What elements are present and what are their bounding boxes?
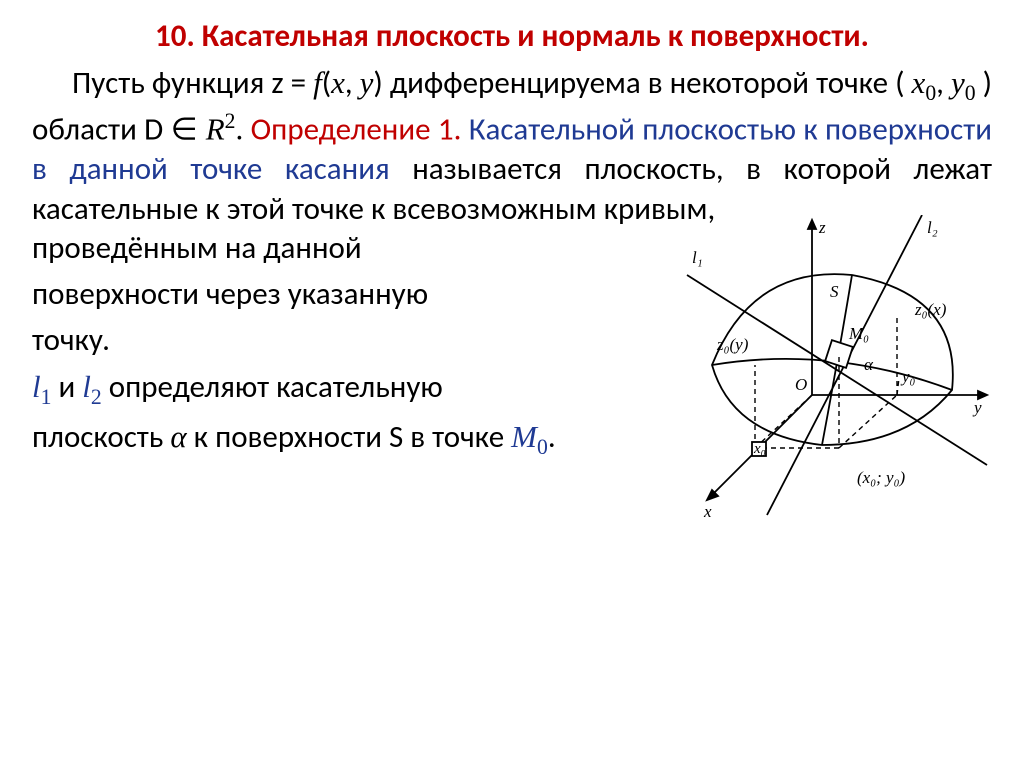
sub-l1: 1 (41, 385, 52, 409)
label-y0: y₀ (900, 367, 916, 386)
label-x0y0: (x₀; y₀) (857, 468, 905, 487)
label-S: S (830, 282, 839, 301)
text-diff: ) дифференцируема в некоторой точке ( (373, 64, 911, 102)
and-word: и (51, 368, 82, 406)
math-l2: l (82, 369, 91, 404)
label-l2: l₂ (927, 218, 938, 237)
paren-open: ( (322, 64, 331, 102)
math-y: y (360, 65, 374, 100)
math-y0: y (951, 65, 965, 100)
label-y: y (972, 398, 982, 417)
last-a: плоскость (32, 418, 170, 456)
sup-2: 2 (225, 109, 236, 133)
comma-2: , (936, 64, 951, 102)
math-l1: l (32, 369, 41, 404)
text-intro: Пусть функция z = (72, 64, 313, 102)
main-content: Пусть функция z = f(x, y) дифференцируем… (32, 63, 992, 525)
label-O: O (795, 375, 807, 394)
math-f: f (313, 65, 322, 100)
label-x0: x₀ (753, 441, 766, 457)
label-z: z (818, 218, 826, 237)
elem-of: ∈ (171, 111, 198, 146)
dot-1: . (235, 110, 250, 148)
definition-label: Определение 1. (251, 110, 469, 148)
page-title: 10. Касательная плоскость и нормаль к по… (32, 18, 992, 55)
label-M0: M₀ (848, 324, 869, 343)
label-x: x (703, 502, 712, 521)
l-rest: определяют касательную (102, 368, 443, 406)
label-alpha: α (864, 355, 874, 374)
math-R: R (198, 111, 225, 146)
math-alpha: α (170, 419, 186, 454)
z-arrow (808, 220, 816, 229)
sub-0a: 0 (925, 81, 936, 105)
dash-y0 (897, 378, 899, 395)
tangent-diagram-svg: z l₁ l₂ S z₀(x) z₀(y) M₀ α y₀ O y x₀ (x₀… (652, 215, 992, 525)
math-x0: x (912, 65, 926, 100)
math-x: x (331, 65, 345, 100)
comma-1: , (345, 64, 360, 102)
sub-M0: 0 (537, 436, 548, 460)
last-dot: . (548, 418, 556, 456)
text-flow: z l₁ l₂ S z₀(x) z₀(y) M₀ α y₀ O y x₀ (x₀… (32, 229, 992, 525)
sub-0b: 0 (965, 81, 976, 105)
sub-l2: 2 (91, 385, 102, 409)
diagram-figure: z l₁ l₂ S z₀(x) z₀(y) M₀ α y₀ O y x₀ (x₀… (652, 215, 992, 525)
paragraph-1: Пусть функция z = f(x, y) дифференцируем… (32, 63, 992, 229)
last-b: к поверхности S в точке (187, 418, 511, 456)
math-M0: M (511, 419, 537, 454)
label-z0y: z₀(y) (716, 335, 749, 354)
label-l1: l₁ (692, 248, 703, 267)
label-z0x: z₀(x) (914, 300, 947, 319)
